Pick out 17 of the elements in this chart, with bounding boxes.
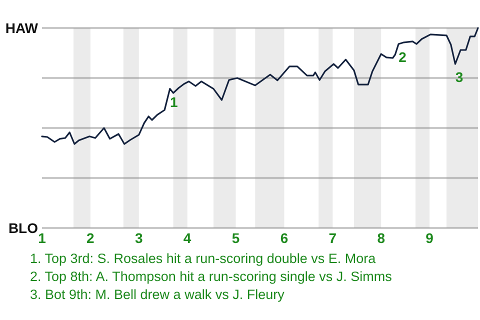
annotation: 3: [455, 69, 464, 85]
x-tick-label: 8: [377, 230, 386, 246]
text: 3. Bot 9th: M. Bell drew a walk vs J. Fleury: [30, 287, 285, 302]
text: HAW: [5, 20, 39, 36]
x-tick-label: 4: [183, 230, 192, 246]
x-tick-label: 5: [232, 230, 240, 246]
x-tick-label: 3: [134, 230, 143, 246]
x-tick-label: 2: [86, 230, 95, 246]
x-tick-label: 6: [280, 230, 288, 246]
x-tick-label: 1: [38, 230, 46, 246]
x-tick-label: 9: [426, 230, 434, 246]
annotation: 2: [398, 49, 407, 65]
annotation: 1: [170, 94, 178, 110]
x-tick-label: 7: [328, 230, 337, 246]
text: 1. Top 3rd: S. Rosales hit a run-scoring double vs E. Mora: [30, 251, 376, 266]
text: BLO: [8, 220, 38, 236]
text: 2. Top 8th: A. Thompson hit a run-scoring single vs J. Simms: [30, 269, 392, 284]
